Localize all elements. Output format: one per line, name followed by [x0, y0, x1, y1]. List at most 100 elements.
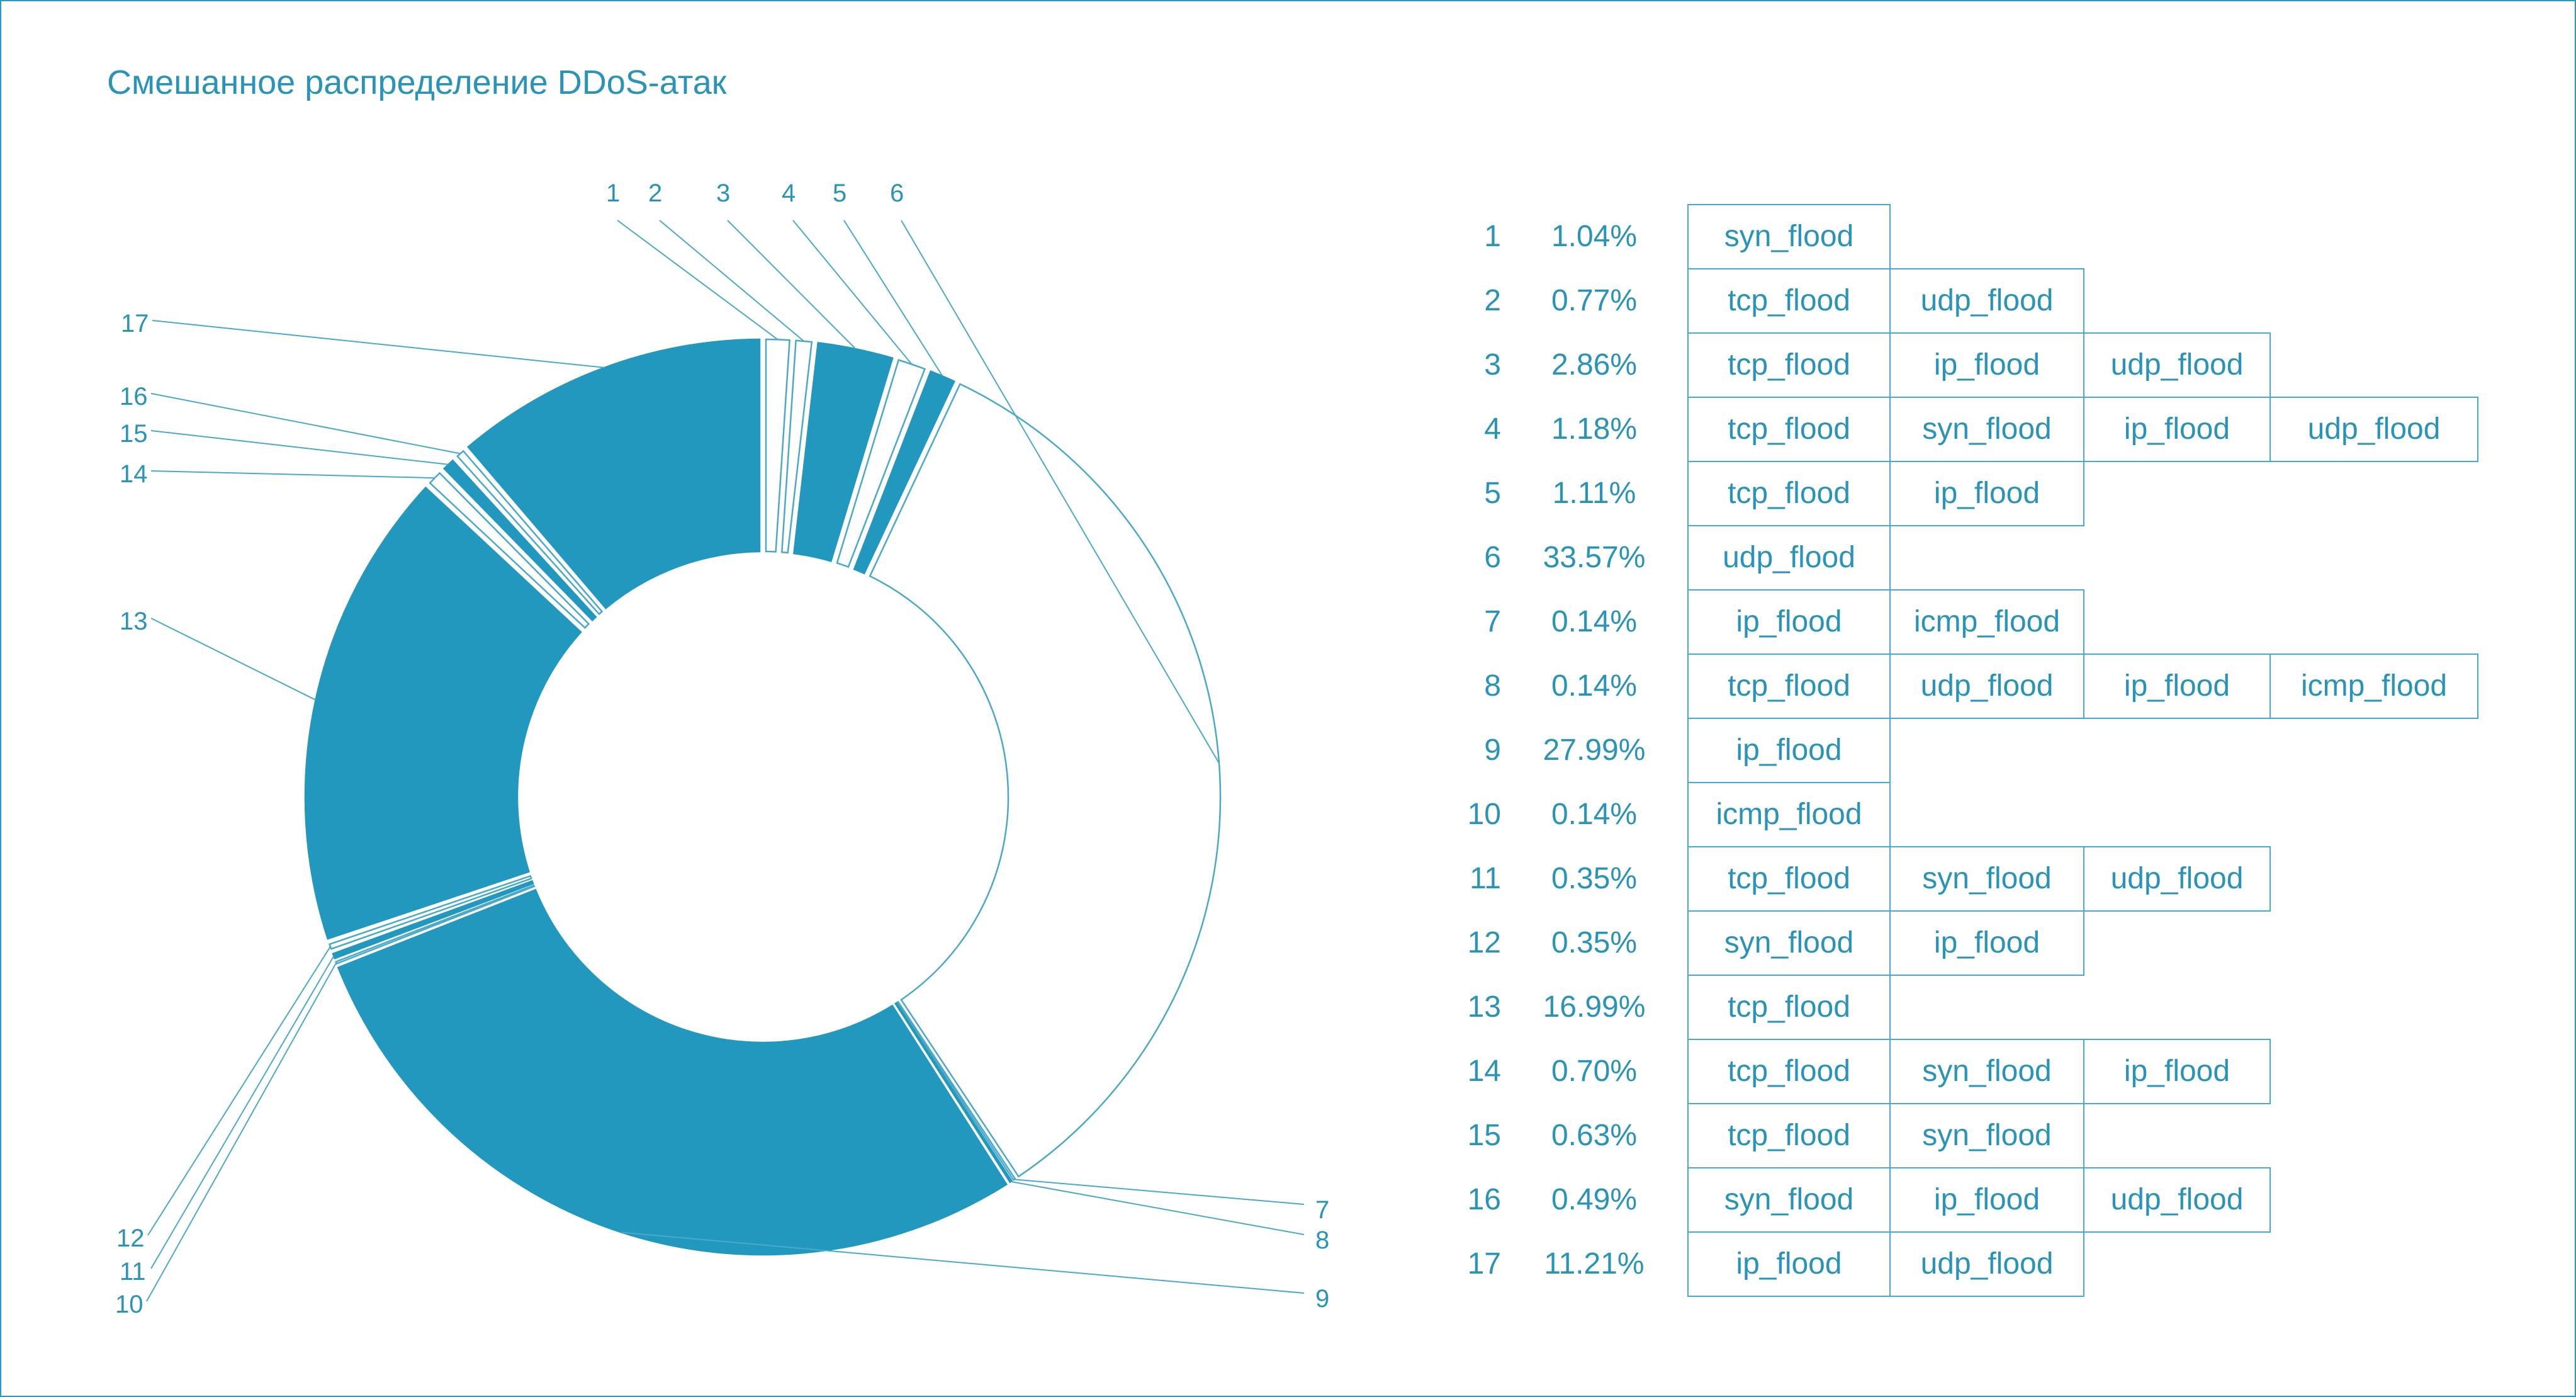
donut-slice-15 — [442, 459, 597, 622]
vector-label: tcp_flood — [1728, 862, 1850, 895]
table-row: 11 0.35% tcp_flood syn_flood udp_flood — [1470, 846, 2271, 912]
row-number: 12 — [1468, 926, 1501, 959]
donut-slice-1 — [765, 338, 790, 553]
row-number: 9 — [1484, 733, 1501, 767]
row-number: 11 — [1470, 862, 1501, 895]
leader-line-3 — [727, 220, 857, 349]
vector-cell — [2269, 653, 2478, 719]
row-number: 6 — [1484, 541, 1501, 574]
donut-slice-16 — [456, 450, 604, 616]
row-number: 14 — [1468, 1055, 1501, 1088]
vector-label: syn_flood — [1724, 926, 1853, 959]
donut-slice-13 — [304, 486, 582, 940]
table-row: 3 2.86% tcp_flood ip_flood udp_flood — [1484, 332, 2271, 398]
slice-label-8: 8 — [1315, 1226, 1329, 1254]
leader-line-8 — [1011, 1180, 1305, 1235]
row-percent: 27.99% — [1543, 733, 1646, 767]
vector-label: ip_flood — [1736, 1247, 1842, 1281]
row-percent: 0.77% — [1551, 284, 1637, 317]
row-number: 7 — [1484, 605, 1501, 638]
vector-label: ip_flood — [2124, 412, 2230, 446]
vector-cell — [2083, 1167, 2271, 1233]
row-number: 1 — [1484, 220, 1501, 253]
slice-label-1: 1 — [606, 179, 620, 207]
table-row: 17 11.21% ip_flood udp_flood — [1468, 1231, 2084, 1297]
slice-label-10: 10 — [115, 1291, 143, 1318]
vector-label: ip_flood — [2124, 1055, 2230, 1088]
row-percent: 1.18% — [1551, 412, 1637, 446]
leader-line-10 — [146, 962, 337, 1302]
vector-label: syn_flood — [1922, 1055, 2051, 1088]
leader-line-1 — [617, 220, 779, 341]
vector-label: ip_flood — [1934, 348, 2040, 382]
row-number: 16 — [1468, 1183, 1501, 1216]
vector-label: udp_flood — [2111, 1183, 2244, 1216]
row-percent: 0.14% — [1551, 669, 1637, 703]
table-row: 7 0.14% ip_flood icmp_flood — [1484, 589, 2084, 655]
table-row: 13 16.99% tcp_flood — [1468, 975, 1891, 1040]
row-percent: 0.14% — [1551, 605, 1637, 638]
vector-label: udp_flood — [1921, 1247, 2054, 1281]
row-percent: 0.14% — [1551, 798, 1637, 831]
row-number: 3 — [1484, 348, 1501, 382]
vector-cell — [1889, 1231, 2084, 1297]
vector-label: ip_flood — [1934, 477, 2040, 510]
leader-line-9 — [621, 1231, 1305, 1294]
vector-label: syn_flood — [1922, 412, 2051, 446]
leader-line-12 — [147, 946, 331, 1236]
donut-slice-5 — [853, 370, 956, 575]
row-percent: 1.11% — [1553, 477, 1636, 510]
row-number: 5 — [1484, 477, 1501, 510]
row-percent: 1.04% — [1551, 220, 1637, 253]
vector-label: icmp_flood — [2301, 669, 2447, 703]
leader-line-5 — [843, 220, 943, 377]
slice-label-17: 17 — [121, 310, 149, 337]
table-row: 2 0.77% tcp_flood udp_flood — [1484, 268, 2084, 334]
vector-label: icmp_flood — [1716, 798, 1862, 831]
vector-label: udp_flood — [1921, 284, 2054, 317]
row-number: 4 — [1484, 412, 1501, 446]
vector-label: syn_flood — [1922, 862, 2051, 895]
leader-line-15 — [150, 430, 449, 465]
vector-label: udp_flood — [1723, 541, 1855, 574]
leader-line-7 — [1014, 1179, 1305, 1205]
slice-label-13: 13 — [120, 608, 148, 635]
table-row: 15 0.63% tcp_flood syn_flood — [1468, 1103, 2084, 1168]
slice-label-4: 4 — [782, 179, 796, 207]
slice-label-16: 16 — [120, 383, 148, 410]
vector-label: tcp_flood — [1728, 477, 1850, 510]
vector-label: syn_flood — [1724, 220, 1853, 253]
vector-label: ip_flood — [1934, 1183, 2040, 1216]
vector-label: ip_flood — [1934, 926, 2040, 959]
donut-slice-3 — [792, 341, 894, 562]
table-row: 9 27.99% ip_flood — [1484, 718, 1891, 783]
donut-slices — [304, 338, 1222, 1256]
leader-line-14 — [150, 470, 435, 479]
leader-line-17 — [152, 320, 605, 368]
donut-slice-14 — [429, 472, 590, 629]
vector-label: ip_flood — [2124, 669, 2230, 703]
slice-label-9: 9 — [1315, 1285, 1329, 1313]
donut-slice-4 — [836, 359, 926, 568]
row-percent: 0.35% — [1551, 862, 1637, 895]
slice-label-15: 15 — [120, 420, 148, 448]
row-number: 13 — [1468, 990, 1501, 1024]
vector-cell — [1889, 910, 2084, 976]
vector-label: tcp_flood — [1728, 284, 1850, 317]
leader-line-13 — [150, 618, 316, 701]
slice-label-14: 14 — [120, 460, 148, 488]
row-percent: 0.49% — [1551, 1183, 1637, 1216]
vector-label: tcp_flood — [1728, 348, 1850, 382]
vector-label: tcp_flood — [1728, 669, 1850, 703]
row-percent: 2.86% — [1551, 348, 1637, 382]
vector-label: tcp_flood — [1728, 412, 1850, 446]
slice-label-12: 12 — [116, 1224, 145, 1252]
table-row: 4 1.18% tcp_flood syn_flood ip_flood udp_floo… — [1484, 397, 2478, 462]
vector-label: udp_flood — [2111, 348, 2244, 382]
leader-lines — [146, 220, 1305, 1302]
vector-label: tcp_flood — [1728, 1055, 1850, 1088]
